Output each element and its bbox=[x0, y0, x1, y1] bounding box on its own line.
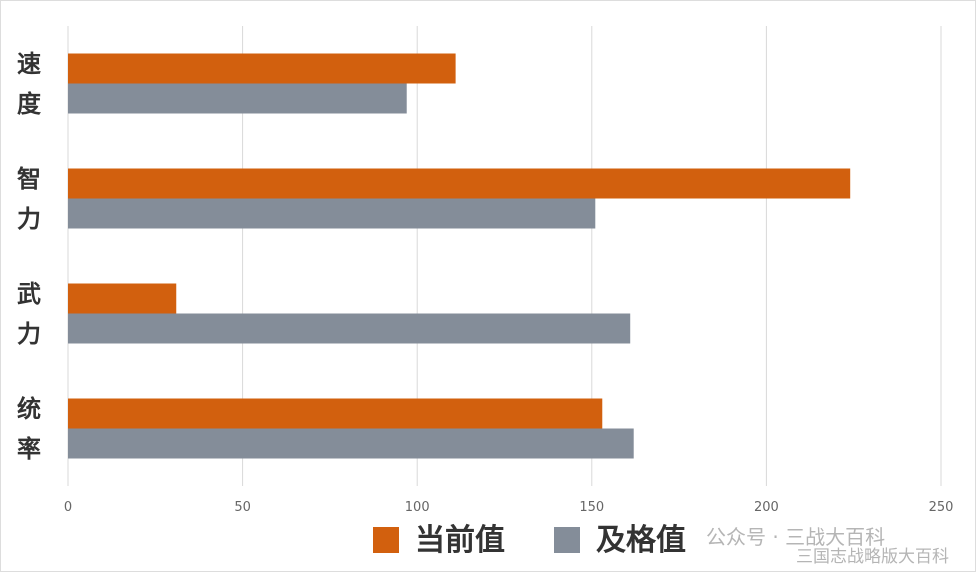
legend-label: 当前值 bbox=[415, 523, 505, 558]
bar bbox=[68, 53, 456, 84]
x-tick-label: 50 bbox=[234, 500, 251, 515]
bar bbox=[68, 313, 631, 344]
y-tick-label: 统率 bbox=[17, 393, 41, 463]
watermark: 三国志战略版大百科 bbox=[796, 547, 949, 567]
legend-swatch bbox=[554, 527, 580, 553]
y-tick-label: 智力 bbox=[17, 163, 41, 233]
x-tick-label: 100 bbox=[405, 500, 430, 515]
x-tick-label: 250 bbox=[929, 500, 954, 515]
x-tick-label: 200 bbox=[754, 500, 779, 515]
x-tick-label: 0 bbox=[64, 500, 72, 515]
legend-label: 及格值 bbox=[596, 523, 686, 558]
x-tick-label: 150 bbox=[579, 500, 604, 515]
bar bbox=[68, 428, 634, 459]
y-tick-label: 速度 bbox=[17, 48, 41, 118]
bar bbox=[68, 83, 407, 114]
legend-swatch bbox=[373, 527, 399, 553]
bar bbox=[68, 198, 596, 229]
y-tick-label: 武力 bbox=[17, 278, 41, 348]
bar bbox=[68, 398, 603, 429]
bar bbox=[68, 283, 177, 314]
bar bbox=[68, 168, 851, 199]
watermark: 公众号 · 三战大百科 bbox=[706, 525, 886, 549]
